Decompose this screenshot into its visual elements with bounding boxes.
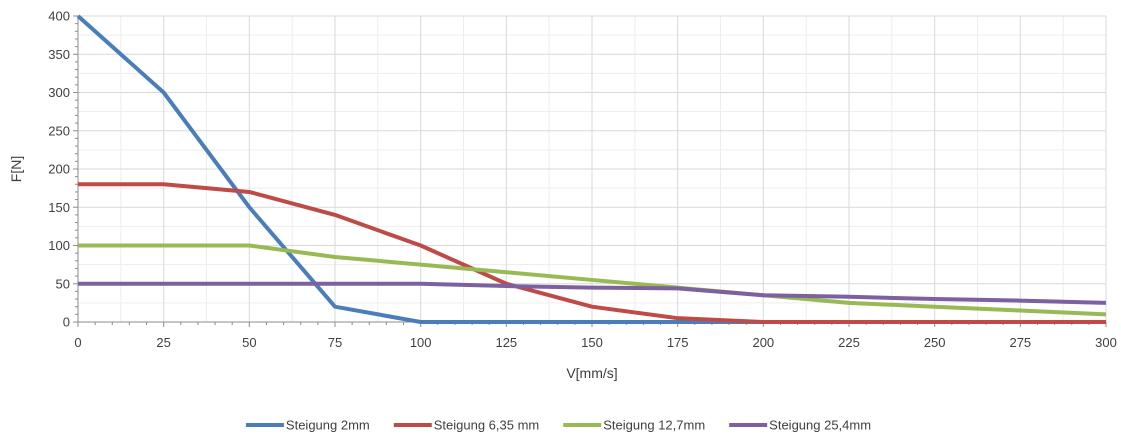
legend-label-4: Steigung 25,4mm	[769, 418, 871, 433]
legend-label-1: Steigung 2mm	[286, 418, 370, 433]
grid	[78, 15, 1107, 322]
y-tick-label: 100	[48, 238, 70, 253]
y-tick-label: 300	[48, 85, 70, 100]
x-tick-label: 150	[581, 335, 603, 350]
x-tick-label: 200	[752, 335, 774, 350]
y-tick-label: 400	[48, 9, 70, 24]
x-tick-label: 125	[495, 335, 517, 350]
tick-labels: 0 50 100 150 200 250 300 350 400 0 25 50 75 100 125 150…	[48, 9, 1117, 351]
y-tick-label: 350	[48, 47, 70, 62]
x-tick-label: 275	[1009, 335, 1031, 350]
legend: Steigung 2mm Steigung 6,35 mm Steigung 12,…	[245, 418, 871, 433]
y-tick-label: 0	[63, 315, 70, 330]
y-tick-label: 200	[48, 162, 70, 177]
y-tick-label: 250	[48, 123, 70, 138]
x-tick-label: 250	[924, 335, 946, 350]
x-tick-label: 100	[410, 335, 432, 350]
x-tick-label: 75	[328, 335, 342, 350]
x-tick-label: 0	[74, 335, 81, 350]
x-tick-label: 175	[667, 335, 689, 350]
y-tick-label: 50	[56, 276, 70, 291]
x-axis-title: V[mm/s]	[566, 365, 617, 381]
legend-label-3: Steigung 12,7mm	[603, 418, 705, 433]
series-lines	[76, 14, 1107, 324]
x-tick-label: 25	[156, 335, 170, 350]
x-tick-label: 225	[838, 335, 860, 350]
x-tick-label: 50	[242, 335, 256, 350]
legend-label-2: Steigung 6,35 mm	[434, 418, 540, 433]
y-axis-title: F[N]	[8, 156, 24, 182]
x-tick-label: 300	[1095, 335, 1117, 350]
y-tick-label: 150	[48, 200, 70, 215]
